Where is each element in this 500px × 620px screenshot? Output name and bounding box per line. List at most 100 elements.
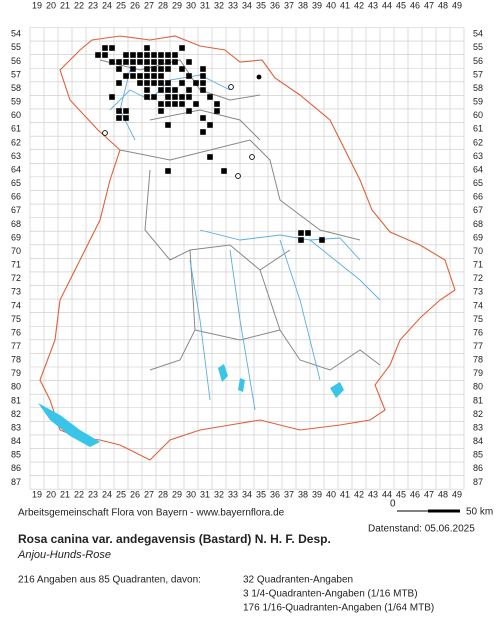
x-label: 39 [312, 0, 322, 10]
occurrence-circle [249, 154, 255, 160]
y-label: 72 [473, 273, 483, 283]
y-label: 61 [11, 124, 21, 134]
x-label: 27 [144, 0, 154, 10]
rivers [109, 69, 381, 411]
y-label: 87 [11, 477, 21, 487]
occurrence-square [165, 52, 171, 58]
occurrence-square [158, 73, 164, 79]
occurrence-square [151, 73, 157, 79]
occurrence-square [298, 230, 304, 236]
occurrence-square [95, 52, 101, 58]
x-label: 36 [270, 0, 280, 10]
occurrence-square [130, 52, 136, 58]
y-label: 82 [473, 409, 483, 419]
y-label: 59 [473, 97, 483, 107]
occurrence-square [179, 94, 185, 100]
occurrence-square [137, 52, 143, 58]
occurrence-square [207, 94, 213, 100]
occurrence-square [207, 122, 213, 128]
x-label: 23 [88, 489, 98, 499]
occurrence-square [165, 59, 171, 65]
occurrence-square [123, 108, 129, 114]
occurrence-square [172, 59, 178, 65]
x-label: 25 [116, 0, 126, 10]
y-label: 70 [11, 246, 21, 256]
occurrence-square [158, 80, 164, 86]
occurrence-square [179, 80, 185, 86]
occurrence-circle [102, 130, 108, 136]
x-label: 45 [396, 489, 406, 499]
occurrence-square [319, 237, 325, 243]
x-label: 22 [74, 489, 84, 499]
occurrence-square [109, 59, 115, 65]
x-label: 38 [298, 489, 308, 499]
title: Rosa canina var. andegavensis (Bastard) … [18, 532, 331, 546]
occurrence-square [165, 122, 171, 128]
y-label: 62 [473, 137, 483, 147]
y-label: 56 [473, 56, 483, 66]
y-label: 54 [473, 29, 483, 39]
y-label: 65 [11, 178, 21, 188]
x-label: 41 [340, 0, 350, 10]
occurrence-square [305, 230, 311, 236]
occurrence-square [109, 45, 115, 51]
x-label: 32 [214, 489, 224, 499]
y-label: 80 [473, 382, 483, 392]
legend-item: 3 1/4-Quadranten-Angaben (1/16 MTB) [243, 589, 418, 600]
occurrence-square [200, 73, 206, 79]
occurrence-square [151, 80, 157, 86]
occurrence-square [116, 108, 122, 114]
occurrence-square [172, 52, 178, 58]
y-label: 63 [11, 151, 21, 161]
y-label: 77 [11, 341, 21, 351]
y-label: 79 [11, 368, 21, 378]
occurrence-square [144, 80, 150, 86]
y-label: 78 [11, 355, 21, 365]
x-label: 21 [60, 0, 70, 10]
x-label: 49 [452, 489, 462, 499]
y-label: 60 [11, 110, 21, 120]
credit: Arbeitsgemeinschaft Flora von Bayern - w… [18, 508, 285, 519]
y-label: 64 [11, 164, 21, 174]
legend-item: 176 1/16-Quadranten-Angaben (1/64 MTB) [243, 603, 434, 614]
x-label: 47 [424, 0, 434, 10]
occurrence-square [158, 87, 164, 93]
x-label: 43 [368, 0, 378, 10]
y-label: 83 [11, 422, 21, 432]
occurrence-square [102, 52, 108, 58]
occurrence-square [186, 59, 192, 65]
x-label: 19 [32, 0, 42, 10]
occurrence-square [200, 129, 206, 135]
occurrence-square [214, 108, 220, 114]
occurrence-square [144, 87, 150, 93]
y-label: 63 [473, 151, 483, 161]
occurrence-square [158, 66, 164, 72]
x-label: 34 [242, 489, 252, 499]
x-label: 30 [186, 0, 196, 10]
y-label: 75 [473, 314, 483, 324]
x-label: 21 [60, 489, 70, 499]
y-label: 70 [473, 246, 483, 256]
x-label: 24 [102, 0, 112, 10]
y-label: 87 [473, 477, 483, 487]
y-label: 81 [11, 395, 21, 405]
x-label: 43 [368, 489, 378, 499]
occurrence-square [102, 45, 108, 51]
occurrence-square [144, 59, 150, 65]
y-label: 75 [11, 314, 21, 324]
x-label: 20 [46, 489, 56, 499]
y-label: 66 [11, 192, 21, 202]
y-label: 55 [473, 42, 483, 52]
summary: 216 Angaben aus 85 Quadranten, davon: [18, 575, 201, 586]
x-label: 29 [172, 0, 182, 10]
x-label: 47 [424, 489, 434, 499]
y-label: 83 [473, 422, 483, 432]
y-label: 73 [11, 287, 21, 297]
occurrence-square [151, 94, 157, 100]
y-label: 86 [11, 463, 21, 473]
y-label: 68 [473, 219, 483, 229]
y-label: 60 [473, 110, 483, 120]
y-label: 76 [473, 327, 483, 337]
x-label: 22 [74, 0, 84, 10]
x-label: 26 [130, 489, 140, 499]
